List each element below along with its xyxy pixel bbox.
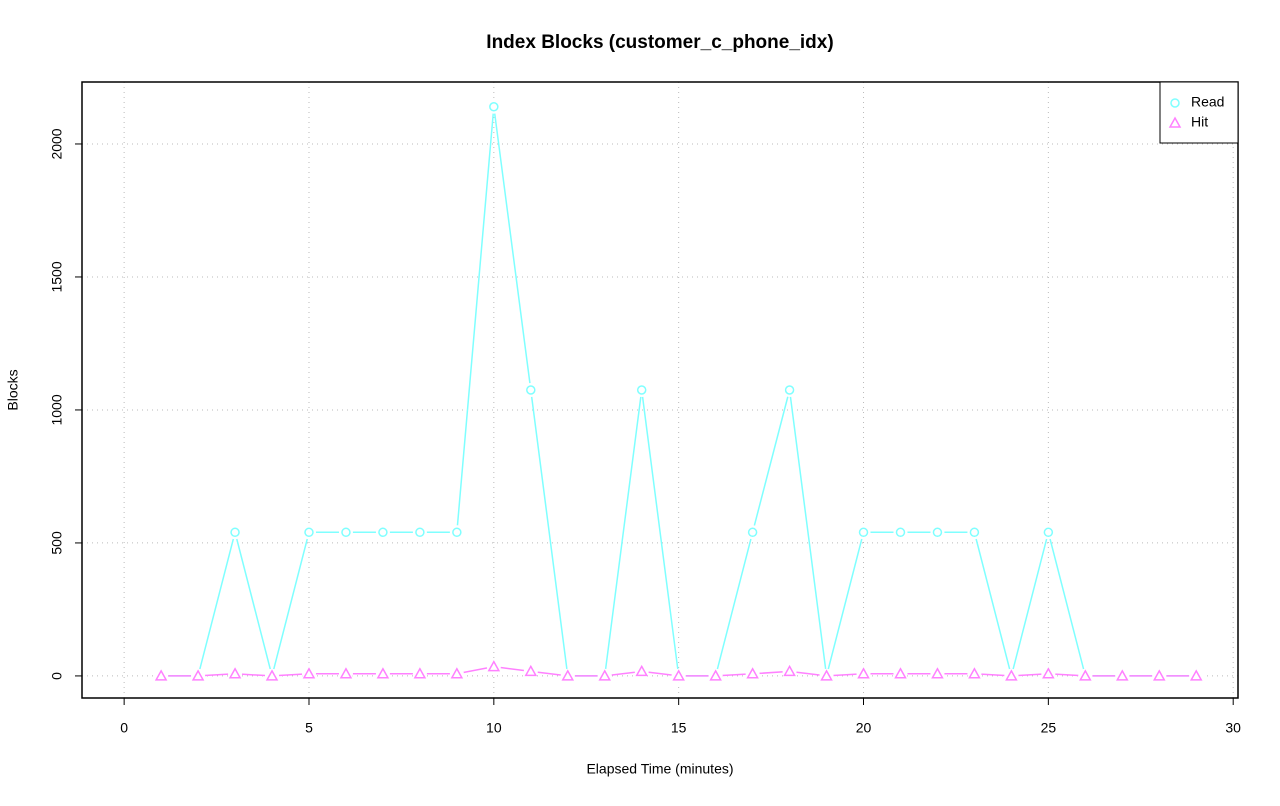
marker-gap: [782, 383, 797, 397]
point: [857, 667, 870, 679]
marker-gap: [228, 525, 243, 540]
point: [895, 527, 906, 538]
x-tick-label: 15: [671, 720, 687, 736]
point: [747, 527, 758, 538]
point: [1042, 667, 1055, 679]
marker-gap: [893, 525, 908, 540]
point: [154, 669, 168, 681]
legend-symbol: [1170, 98, 1180, 108]
point: [820, 669, 833, 681]
point: [561, 669, 575, 681]
x-tick-label: 25: [1041, 720, 1057, 736]
point: [1005, 669, 1018, 681]
marker-gap: [486, 99, 501, 114]
point: [894, 667, 907, 679]
marker-gap: [1041, 525, 1056, 540]
marker-gap: [301, 525, 316, 540]
y-tick-label: 1500: [49, 261, 65, 292]
point: [746, 667, 759, 679]
point: [304, 527, 314, 538]
point: [598, 669, 612, 681]
x-tick-label: 10: [486, 720, 502, 736]
x-tick-label: 0: [120, 720, 128, 736]
point: [858, 527, 869, 538]
point: [191, 669, 205, 681]
point: [265, 669, 279, 681]
point: [1079, 669, 1092, 681]
point: [378, 527, 388, 538]
point: [635, 664, 648, 677]
point: [450, 667, 464, 679]
x-tick-label: 5: [305, 720, 313, 736]
point: [341, 527, 351, 538]
marker-gap: [338, 525, 353, 540]
point: [489, 101, 499, 112]
y-axis-label: Blocks: [5, 369, 21, 410]
point: [1043, 527, 1054, 538]
plot-frame: [81, 81, 1239, 699]
y-tick-label: 2000: [49, 128, 65, 159]
point: [1116, 669, 1129, 681]
marker-gap: [967, 525, 982, 540]
point: [931, 667, 944, 679]
point: [784, 385, 795, 395]
point: [302, 667, 316, 679]
marker-gap: [449, 525, 464, 540]
point: [230, 527, 240, 538]
point: [636, 385, 647, 395]
point: [672, 669, 685, 681]
point: [452, 527, 462, 538]
marker-gap: [523, 383, 538, 397]
marker-gap: [375, 525, 390, 540]
legend-label: Read: [1191, 94, 1224, 110]
y-tick-label: 500: [49, 531, 65, 555]
point: [969, 527, 980, 538]
marker-gap: [856, 525, 871, 540]
marker-gap: [412, 525, 427, 540]
x-tick-label: 20: [856, 720, 872, 736]
point: [524, 664, 538, 677]
x-tick-label: 30: [1225, 720, 1241, 736]
point: [709, 669, 722, 681]
legend-box: [1159, 81, 1239, 144]
point: [1152, 669, 1166, 681]
point: [1189, 669, 1203, 681]
point: [413, 667, 427, 679]
chart-title: Index Blocks (customer_c_phone_idx): [486, 32, 833, 53]
point: [783, 664, 796, 677]
point: [376, 667, 390, 679]
point: [339, 667, 353, 679]
y-tick-label: 0: [49, 672, 65, 680]
marker-gap: [634, 383, 649, 397]
point: [487, 660, 501, 672]
point: [415, 527, 425, 538]
marker-gap: [930, 525, 945, 540]
legend-symbol: [1168, 116, 1182, 128]
y-tick-label: 1000: [49, 394, 65, 425]
marker-gap: [745, 525, 760, 540]
point: [932, 527, 943, 538]
point: [526, 385, 536, 395]
point: [968, 667, 981, 679]
legend-label: Hit: [1191, 114, 1208, 130]
point: [228, 667, 242, 679]
x-axis-label: Elapsed Time (minutes): [586, 761, 733, 777]
